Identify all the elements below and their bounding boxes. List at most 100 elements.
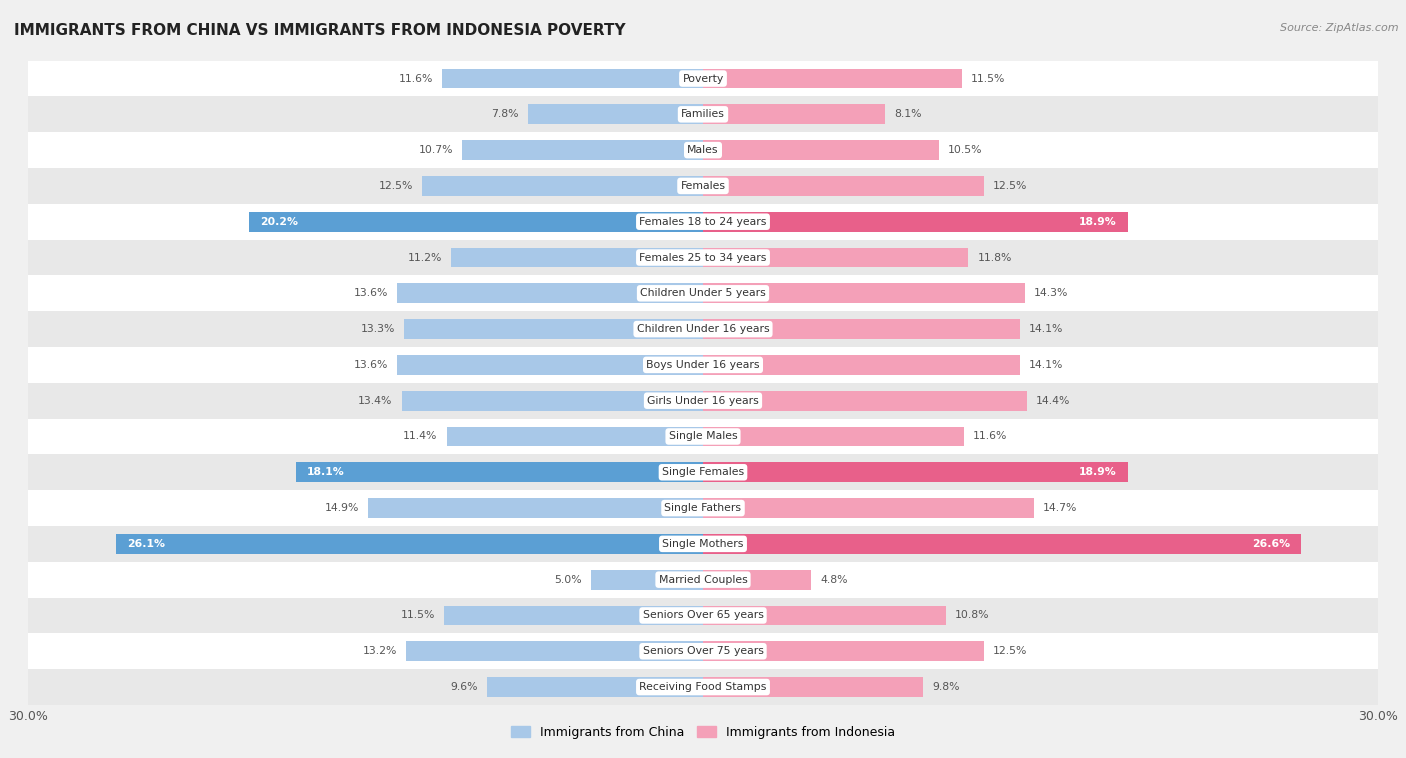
Bar: [402, 391, 703, 411]
Text: 26.6%: 26.6%: [1251, 539, 1291, 549]
Text: Married Couples: Married Couples: [658, 575, 748, 584]
Text: Females: Females: [681, 181, 725, 191]
Text: Families: Families: [681, 109, 725, 119]
Bar: [703, 283, 1025, 303]
Text: 9.8%: 9.8%: [932, 682, 960, 692]
Text: Females 25 to 34 years: Females 25 to 34 years: [640, 252, 766, 262]
Text: IMMIGRANTS FROM CHINA VS IMMIGRANTS FROM INDONESIA POVERTY: IMMIGRANTS FROM CHINA VS IMMIGRANTS FROM…: [14, 23, 626, 38]
Bar: [28, 204, 1378, 240]
Legend: Immigrants from China, Immigrants from Indonesia: Immigrants from China, Immigrants from I…: [506, 721, 900, 744]
Bar: [441, 69, 703, 89]
Text: 13.3%: 13.3%: [360, 324, 395, 334]
Bar: [28, 562, 1378, 597]
Bar: [703, 677, 924, 697]
Bar: [396, 355, 703, 374]
Text: Females 18 to 24 years: Females 18 to 24 years: [640, 217, 766, 227]
Bar: [28, 669, 1378, 705]
Text: Girls Under 16 years: Girls Under 16 years: [647, 396, 759, 406]
Bar: [28, 61, 1378, 96]
Bar: [703, 498, 1033, 518]
Bar: [28, 132, 1378, 168]
Bar: [249, 212, 703, 231]
Bar: [28, 347, 1378, 383]
Text: 14.3%: 14.3%: [1033, 288, 1069, 299]
Bar: [28, 240, 1378, 275]
Bar: [703, 606, 946, 625]
Text: 14.4%: 14.4%: [1036, 396, 1070, 406]
Text: 11.6%: 11.6%: [973, 431, 1007, 441]
Text: Children Under 16 years: Children Under 16 years: [637, 324, 769, 334]
Text: Poverty: Poverty: [682, 74, 724, 83]
Text: 26.1%: 26.1%: [127, 539, 165, 549]
Text: Boys Under 16 years: Boys Under 16 years: [647, 360, 759, 370]
Bar: [703, 427, 965, 446]
Text: 11.5%: 11.5%: [401, 610, 436, 621]
Text: 7.8%: 7.8%: [491, 109, 519, 119]
Text: 11.6%: 11.6%: [399, 74, 433, 83]
Text: Single Fathers: Single Fathers: [665, 503, 741, 513]
Bar: [406, 641, 703, 661]
Text: 11.4%: 11.4%: [404, 431, 437, 441]
Text: 12.5%: 12.5%: [993, 181, 1028, 191]
Text: Receiving Food Stamps: Receiving Food Stamps: [640, 682, 766, 692]
Bar: [28, 634, 1378, 669]
Bar: [28, 383, 1378, 418]
Text: 13.6%: 13.6%: [354, 360, 388, 370]
Text: Males: Males: [688, 145, 718, 155]
Bar: [703, 176, 984, 196]
Bar: [28, 597, 1378, 634]
Text: 13.6%: 13.6%: [354, 288, 388, 299]
Bar: [444, 606, 703, 625]
Text: 18.9%: 18.9%: [1080, 217, 1116, 227]
Bar: [703, 570, 811, 590]
Text: 11.2%: 11.2%: [408, 252, 441, 262]
Text: 14.1%: 14.1%: [1029, 324, 1063, 334]
Bar: [396, 283, 703, 303]
Bar: [703, 534, 1302, 553]
Bar: [703, 462, 1128, 482]
Bar: [703, 641, 984, 661]
Bar: [703, 69, 962, 89]
Bar: [295, 462, 703, 482]
Text: Source: ZipAtlas.com: Source: ZipAtlas.com: [1281, 23, 1399, 33]
Bar: [703, 212, 1128, 231]
Text: 13.4%: 13.4%: [359, 396, 392, 406]
Text: 8.1%: 8.1%: [894, 109, 922, 119]
Bar: [703, 248, 969, 268]
Bar: [28, 275, 1378, 312]
Text: 13.2%: 13.2%: [363, 647, 396, 656]
Bar: [703, 140, 939, 160]
Text: 10.5%: 10.5%: [948, 145, 983, 155]
Text: Single Females: Single Females: [662, 467, 744, 478]
Bar: [368, 498, 703, 518]
Bar: [28, 312, 1378, 347]
Text: 14.7%: 14.7%: [1043, 503, 1077, 513]
Bar: [447, 427, 703, 446]
Text: 4.8%: 4.8%: [820, 575, 848, 584]
Text: Single Mothers: Single Mothers: [662, 539, 744, 549]
Text: 10.8%: 10.8%: [955, 610, 990, 621]
Bar: [28, 168, 1378, 204]
Bar: [703, 319, 1021, 339]
Bar: [404, 319, 703, 339]
Bar: [28, 418, 1378, 454]
Text: Seniors Over 75 years: Seniors Over 75 years: [643, 647, 763, 656]
Bar: [451, 248, 703, 268]
Bar: [591, 570, 703, 590]
Text: 18.9%: 18.9%: [1080, 467, 1116, 478]
Text: Seniors Over 65 years: Seniors Over 65 years: [643, 610, 763, 621]
Text: Single Males: Single Males: [669, 431, 737, 441]
Bar: [28, 96, 1378, 132]
Bar: [703, 391, 1026, 411]
Text: 14.9%: 14.9%: [325, 503, 359, 513]
Bar: [28, 526, 1378, 562]
Bar: [463, 140, 703, 160]
Bar: [703, 355, 1021, 374]
Text: 12.5%: 12.5%: [993, 647, 1028, 656]
Text: 14.1%: 14.1%: [1029, 360, 1063, 370]
Bar: [422, 176, 703, 196]
Bar: [28, 490, 1378, 526]
Text: 11.5%: 11.5%: [970, 74, 1005, 83]
Text: 10.7%: 10.7%: [419, 145, 453, 155]
Text: 5.0%: 5.0%: [554, 575, 582, 584]
